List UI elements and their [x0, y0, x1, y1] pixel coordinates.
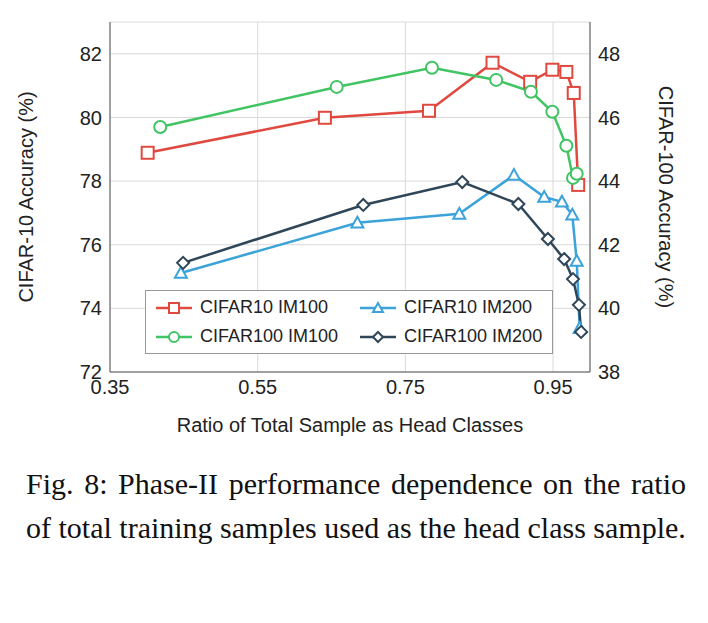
svg-text:0.35: 0.35 [90, 376, 130, 399]
svg-text:0.55: 0.55 [238, 376, 277, 398]
svg-text:82: 82 [80, 43, 102, 65]
svg-text:44: 44 [598, 170, 620, 192]
svg-text:48: 48 [598, 43, 620, 65]
svg-text:40: 40 [598, 297, 620, 319]
html-text:Fig. 8: Phase-II performance d: Fig. 8: Phase-II performance dependence … [26, 467, 686, 544]
svg-text:38: 38 [598, 361, 620, 383]
svg-text:74: 74 [80, 297, 102, 319]
svg-text:46: 46 [598, 107, 620, 129]
svg-text:76: 76 [80, 234, 102, 256]
svg-text:0.95: 0.95 [534, 376, 573, 398]
svg-text:CIFAR-100 Accuracy (%): CIFAR-100 Accuracy (%) [655, 86, 677, 308]
html-text:CIFAR10 IM200: CIFAR10 IM200 [404, 297, 533, 317]
html-text:CIFAR100 IM100: CIFAR100 IM100 [200, 326, 339, 346]
svg-text:78: 78 [80, 170, 102, 192]
svg-text:42: 42 [598, 234, 620, 256]
svg-text:0.75: 0.75 [386, 376, 425, 398]
svg-text:Ratio of Total Sample as Head: Ratio of Total Sample as Head Classes [177, 414, 523, 436]
html-text:CIFAR10 IM100: CIFAR10 IM100 [200, 297, 329, 317]
svg-text:CIFAR-10 Accuracy (%): CIFAR-10 Accuracy (%) [15, 91, 37, 302]
html-text:CIFAR100 IM200: CIFAR100 IM200 [404, 326, 543, 346]
svg-text:72: 72 [80, 361, 102, 383]
svg-text:80: 80 [80, 107, 102, 129]
